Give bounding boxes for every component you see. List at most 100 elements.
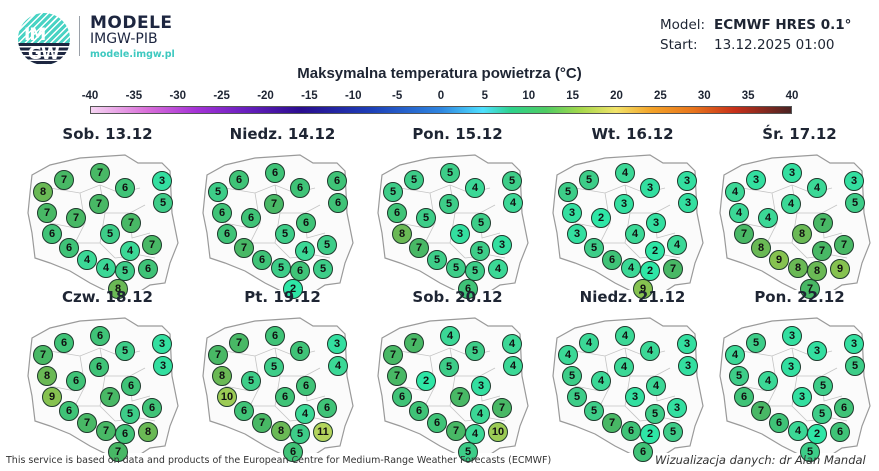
station-temperature-marker: 7 — [208, 345, 228, 365]
panel-date-title: Czw. 18.12 — [61, 288, 153, 306]
ecmwf-attribution: This service is based on data and produc… — [6, 455, 552, 466]
station-temperature-marker: 4 — [758, 371, 778, 391]
station-temperature-marker: 6 — [458, 279, 478, 299]
station-temperature-marker: 5 — [746, 333, 766, 353]
station-temperature-marker: 5 — [416, 208, 436, 228]
station-temperature-marker: 11 — [313, 422, 333, 442]
colorbar-tick: 20 — [610, 90, 623, 102]
station-temperature-marker: 6 — [234, 401, 254, 421]
station-temperature-marker: 7 — [229, 333, 249, 353]
colorbar-tick: -40 — [81, 90, 99, 102]
station-temperature-marker: 3 — [782, 163, 802, 183]
station-temperature-marker: 5 — [584, 401, 604, 421]
imgw-logo: IM GW — [18, 13, 70, 65]
station-temperature-marker: 6 — [290, 261, 310, 281]
map-title: Maksymalna temperatura powietrza (°C) — [297, 65, 582, 82]
station-temperature-marker: 3 — [677, 171, 697, 191]
station-temperature-marker: 8 — [271, 421, 291, 441]
station-temperature-marker: 6 — [327, 171, 347, 191]
station-temperature-marker: 6 — [59, 401, 79, 421]
logo-text-bottom: GW — [28, 44, 60, 64]
station-temperature-marker: 4 — [591, 371, 611, 391]
brand-url[interactable]: modele.imgw.pl — [90, 49, 175, 60]
station-temperature-marker: 6 — [66, 371, 86, 391]
station-temperature-marker: 6 — [265, 326, 285, 346]
model-value: ECMWF HRES 0.1° — [714, 17, 852, 33]
station-temperature-marker: 4 — [646, 376, 666, 396]
station-temperature-marker: 4 — [615, 163, 635, 183]
colorbar-tick: 10 — [522, 90, 536, 102]
station-temperature-marker: 4 — [502, 334, 522, 354]
station-temperature-marker: 5 — [275, 224, 295, 244]
station-temperature-marker: 7 — [142, 235, 162, 255]
station-temperature-marker: 8 — [788, 258, 808, 278]
logo-stripes — [18, 43, 70, 65]
station-temperature-marker: 6 — [121, 376, 141, 396]
temperature-colorbar — [90, 106, 792, 114]
station-temperature-marker: 5 — [317, 235, 337, 255]
station-temperature-marker: 5 — [208, 182, 228, 202]
station-temperature-marker: 7 — [264, 194, 284, 214]
station-temperature-marker: 4 — [758, 208, 778, 228]
station-temperature-marker: 5 — [471, 213, 491, 233]
station-temperature-marker: 4 — [579, 333, 599, 353]
station-temperature-marker: 6 — [89, 357, 109, 377]
station-temperature-marker: 3 — [625, 387, 645, 407]
station-temperature-marker: 3 — [844, 334, 864, 354]
station-temperature-marker: 6 — [283, 442, 303, 462]
station-temperature-marker: 4 — [788, 421, 808, 441]
colorbar-tick: 15 — [566, 90, 580, 102]
station-temperature-marker: 3 — [667, 398, 687, 418]
station-temperature-marker: 8 — [108, 279, 128, 299]
station-temperature-marker: 3 — [152, 334, 172, 354]
station-temperature-marker: 7 — [492, 398, 512, 418]
station-temperature-marker: 6 — [54, 333, 74, 353]
station-temperature-marker: 3 — [471, 376, 491, 396]
station-temperature-marker: 3 — [567, 224, 587, 244]
station-temperature-marker: 8 — [138, 422, 158, 442]
station-temperature-marker: 6 — [602, 250, 622, 270]
brand-subtitle: IMGW-PIB — [90, 31, 158, 47]
station-temperature-marker: 2 — [807, 424, 827, 444]
station-temperature-marker: 8 — [33, 182, 53, 202]
station-temperature-marker: 5 — [579, 170, 599, 190]
station-temperature-marker: 6 — [42, 224, 62, 244]
station-temperature-marker: 6 — [392, 387, 412, 407]
station-temperature-marker: 5 — [115, 341, 135, 361]
station-temperature-marker: 3 — [327, 334, 347, 354]
station-temperature-marker: 3 — [792, 387, 812, 407]
station-temperature-marker: 6 — [138, 259, 158, 279]
station-temperature-marker: 3 — [450, 224, 470, 244]
station-temperature-marker: 6 — [633, 442, 653, 462]
colorbar-tick: -5 — [392, 90, 403, 102]
station-temperature-marker: 4 — [295, 241, 315, 261]
station-temperature-marker: 5 — [567, 387, 587, 407]
station-temperature-marker: 7 — [450, 387, 470, 407]
station-temperature-marker: 9 — [769, 250, 789, 270]
station-temperature-marker: 6 — [621, 421, 641, 441]
station-temperature-marker: 6 — [290, 341, 310, 361]
station-temperature-marker: 6 — [142, 398, 162, 418]
colorbar-tick: -35 — [125, 90, 143, 102]
colorbar-tick: 0 — [437, 90, 445, 102]
station-temperature-marker: 5 — [645, 404, 665, 424]
station-temperature-marker: 6 — [834, 398, 854, 418]
station-temperature-marker: 7 — [387, 366, 407, 386]
station-temperature-marker: 5 — [562, 366, 582, 386]
station-temperature-marker: 4 — [725, 182, 745, 202]
start-label: Start: — [660, 37, 698, 53]
station-temperature-marker: 4 — [807, 178, 827, 198]
colorbar-tick: 25 — [653, 90, 667, 102]
station-temperature-marker: 7 — [96, 421, 116, 441]
station-temperature-marker: 9 — [830, 259, 850, 279]
station-temperature-marker: 9 — [42, 387, 62, 407]
station-temperature-marker: 6 — [427, 413, 447, 433]
station-temperature-marker: 8 — [751, 238, 771, 258]
station-temperature-marker: 7 — [446, 421, 466, 441]
station-temperature-marker: 7 — [89, 194, 109, 214]
station-temperature-marker: 5 — [100, 224, 120, 244]
station-temperature-marker: 6 — [252, 250, 272, 270]
